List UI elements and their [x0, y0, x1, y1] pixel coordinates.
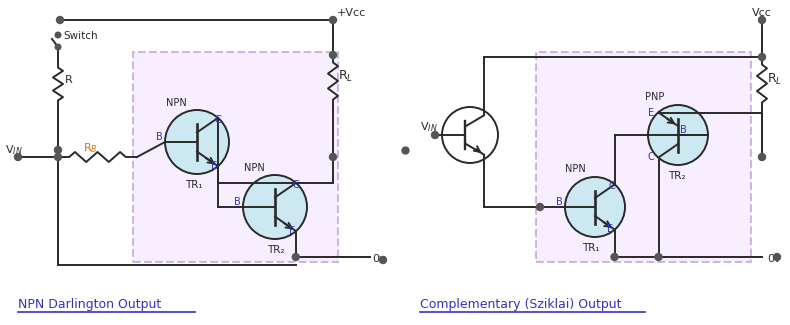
Text: TR₁: TR₁: [185, 180, 202, 190]
Circle shape: [57, 17, 63, 23]
Text: V$_{IN}$: V$_{IN}$: [420, 120, 438, 134]
Circle shape: [292, 254, 299, 261]
Text: Complementary (Sziklai) Output: Complementary (Sziklai) Output: [420, 298, 622, 311]
Circle shape: [611, 254, 618, 261]
FancyBboxPatch shape: [536, 52, 751, 262]
Text: B: B: [680, 125, 687, 135]
Text: E: E: [289, 226, 295, 236]
Text: R$_L$: R$_L$: [767, 72, 782, 87]
Circle shape: [55, 44, 61, 50]
Circle shape: [648, 105, 708, 165]
Text: TR₂: TR₂: [668, 171, 686, 181]
Circle shape: [655, 254, 662, 261]
Circle shape: [758, 17, 766, 23]
Text: B: B: [234, 197, 241, 207]
Circle shape: [431, 132, 438, 138]
Circle shape: [14, 153, 21, 161]
Text: E: E: [607, 225, 613, 235]
Text: B: B: [156, 132, 163, 142]
Circle shape: [773, 254, 781, 261]
Circle shape: [329, 153, 337, 161]
Text: B: B: [556, 197, 562, 207]
Circle shape: [165, 110, 229, 174]
Text: Switch: Switch: [63, 31, 98, 41]
Text: NPN Darlington Output: NPN Darlington Output: [18, 298, 161, 311]
Circle shape: [758, 54, 766, 60]
Text: NPN: NPN: [166, 98, 186, 108]
Text: V$_{IN}$: V$_{IN}$: [5, 143, 23, 157]
Text: C: C: [292, 180, 299, 190]
Circle shape: [758, 153, 766, 161]
Text: NPN: NPN: [244, 163, 265, 173]
Circle shape: [379, 256, 386, 264]
Circle shape: [55, 147, 62, 153]
Text: C: C: [608, 181, 615, 191]
Circle shape: [329, 51, 337, 58]
Circle shape: [565, 177, 625, 237]
FancyBboxPatch shape: [133, 52, 338, 262]
Text: Vcc: Vcc: [752, 8, 772, 18]
Text: E: E: [648, 108, 654, 118]
Text: 0v: 0v: [372, 254, 386, 264]
Circle shape: [329, 17, 337, 23]
Text: +Vcc: +Vcc: [337, 8, 367, 18]
Circle shape: [536, 203, 544, 211]
Circle shape: [55, 153, 62, 161]
Text: E: E: [212, 161, 217, 171]
Text: 0v: 0v: [767, 254, 781, 264]
Text: NPN: NPN: [565, 164, 585, 174]
Text: C: C: [648, 152, 655, 162]
Text: R$_B$: R$_B$: [83, 141, 98, 155]
Circle shape: [243, 175, 307, 239]
Text: TR₂: TR₂: [267, 245, 284, 255]
Text: C: C: [215, 115, 221, 125]
Text: PNP: PNP: [645, 92, 664, 102]
Circle shape: [55, 32, 61, 38]
Text: TR₁: TR₁: [582, 243, 600, 253]
Text: R$_L$: R$_L$: [338, 69, 353, 84]
Text: R: R: [65, 75, 73, 85]
